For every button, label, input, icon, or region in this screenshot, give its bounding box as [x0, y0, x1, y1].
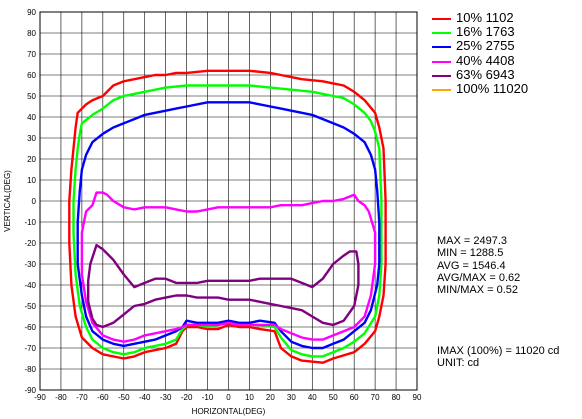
x-tick-label: 10: [245, 393, 254, 402]
x-tick-label: -30: [160, 393, 172, 402]
x-tick-label: 50: [329, 393, 338, 402]
y-tick-label: 10: [27, 176, 36, 185]
stat-avg: AVG = 1546.4: [437, 259, 506, 272]
series-line-2: [76, 101, 381, 350]
series-line-4: [86, 243, 360, 329]
tick-labels: -90 -80 -70 -60 -50 -40 -30 -20 -10 0 10 20 30 40 50 60…: [24, 8, 422, 402]
stat-min: MIN = 1288.5: [437, 247, 504, 260]
y-tick-label: 0: [32, 197, 37, 206]
legend-label: 100% 11020: [456, 80, 529, 96]
legend-swatch: [432, 88, 451, 91]
x-tick-label: -80: [55, 393, 67, 402]
y-tick-label: 70: [27, 50, 36, 59]
series-line-3: [80, 191, 377, 343]
stats-block: MAX = 2497.3 MIN = 1288.5 AVG = 1546.4 A…: [437, 235, 520, 296]
series-lines: [68, 69, 387, 364]
legend-swatch: [432, 74, 451, 77]
y-tick-label: 80: [27, 29, 36, 38]
x-tick-label: -50: [118, 393, 130, 402]
y-axis-title: VERTICAL(DEG): [3, 170, 12, 232]
y-tick-label: 30: [27, 134, 36, 143]
legend-swatch: [432, 18, 451, 20]
x-tick-label: -90: [34, 393, 46, 402]
x-tick-label: -70: [76, 393, 88, 402]
legend-swatch: [432, 60, 451, 63]
y-tick-label: -80: [24, 365, 36, 374]
x-tick-label: 40: [308, 393, 317, 402]
y-tick-label: -40: [24, 281, 36, 290]
legend-label: 16% 1763: [456, 24, 515, 40]
x-tick-label: 80: [392, 393, 401, 402]
y-tick-label: -90: [24, 386, 36, 395]
x-tick-label: 60: [350, 393, 359, 402]
y-tick-label: 20: [27, 155, 36, 164]
x-tick-label: 70: [371, 393, 380, 402]
plot-frame: [39, 11, 418, 391]
legend-swatch: [432, 32, 451, 35]
unit-text: UNIT: cd: [437, 357, 480, 370]
stat-min-max: MIN/MAX = 0.52: [437, 284, 519, 297]
x-axis-title: HORIZONTAL(DEG): [192, 407, 266, 416]
x-tick-label: 20: [266, 393, 275, 402]
legend-label: 63% 6943: [456, 66, 515, 82]
legend-label: 10% 1102: [456, 10, 514, 25]
x-tick-label: -20: [181, 393, 193, 402]
y-tick-label: 40: [27, 113, 36, 122]
stat-max: MAX = 2497.3: [437, 235, 508, 247]
y-tick-label: 50: [27, 92, 36, 101]
stat-avg-max: AVG/MAX = 0.62: [437, 271, 521, 284]
x-tick-label: 0: [226, 393, 231, 402]
x-tick-label: -10: [202, 393, 214, 402]
y-tick-label: -50: [24, 302, 36, 311]
legend-label: 25% 2755: [456, 38, 515, 54]
y-tick-label: -20: [24, 239, 36, 248]
legend-label: 40% 4408: [456, 52, 515, 68]
x-tick-label: 90: [413, 393, 422, 402]
y-tick-label: -60: [24, 323, 36, 332]
x-tick-label: -60: [97, 393, 109, 402]
x-tick-label: -40: [139, 393, 151, 402]
y-tick-label: -30: [24, 260, 36, 269]
imax-text: IMAX (100%) = 11020 cd: [437, 345, 560, 357]
y-tick-label: 90: [27, 8, 36, 17]
x-tick-label: 30: [287, 393, 296, 402]
y-tick-label: -10: [24, 218, 36, 227]
legend-swatch: [432, 46, 451, 49]
series-line-0: [68, 69, 387, 364]
y-tick-label: 60: [27, 71, 36, 80]
imax-block: IMAX (100%) = 11020 cd UNIT: cd: [437, 345, 559, 370]
y-tick-label: -70: [24, 344, 36, 353]
